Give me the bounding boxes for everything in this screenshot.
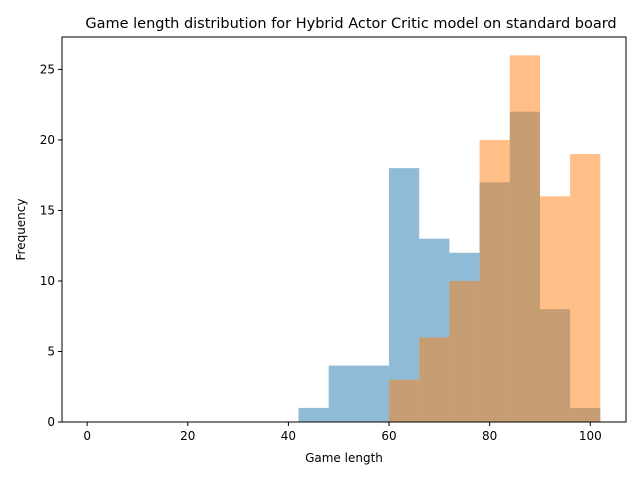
histogram-bar-series-1 xyxy=(509,55,540,422)
histogram-bar-series-1 xyxy=(419,337,450,422)
histogram-bar-series-0 xyxy=(358,365,390,422)
y-tick-label: 0 xyxy=(47,415,55,429)
chart-title: Game length distribution for Hybrid Acto… xyxy=(85,16,616,32)
y-axis-ticks: 0 5 10 15 20 25 xyxy=(40,62,62,429)
y-tick-label: 15 xyxy=(40,203,55,217)
histogram-bar-series-1 xyxy=(479,139,510,422)
plot-frame xyxy=(61,36,627,423)
x-axis-ticks: 0 20 40 60 80 100 xyxy=(83,422,602,443)
y-tick-label: 10 xyxy=(40,274,55,288)
histogram-bar-series-0 xyxy=(298,407,329,422)
histogram-bar-series-0 xyxy=(328,365,359,422)
bars-layer xyxy=(298,55,601,423)
y-tick-label: 25 xyxy=(40,62,55,76)
x-tick-label: 0 xyxy=(83,429,91,443)
histogram-bar-series-1 xyxy=(449,280,480,422)
y-tick-label: 20 xyxy=(40,133,55,147)
x-axis-label: Game length xyxy=(305,451,383,465)
histogram-bar-series-1 xyxy=(539,196,571,422)
histogram-bar-series-1 xyxy=(570,154,601,423)
y-axis-label: Frequency xyxy=(14,199,28,261)
x-tick-label: 20 xyxy=(180,429,195,443)
x-tick-label: 40 xyxy=(281,429,296,443)
x-tick-label: 80 xyxy=(482,429,497,443)
x-tick-label: 60 xyxy=(381,429,396,443)
histogram-bar-series-1 xyxy=(389,379,420,422)
x-tick-label: 100 xyxy=(579,429,602,443)
y-tick-label: 5 xyxy=(47,344,55,358)
